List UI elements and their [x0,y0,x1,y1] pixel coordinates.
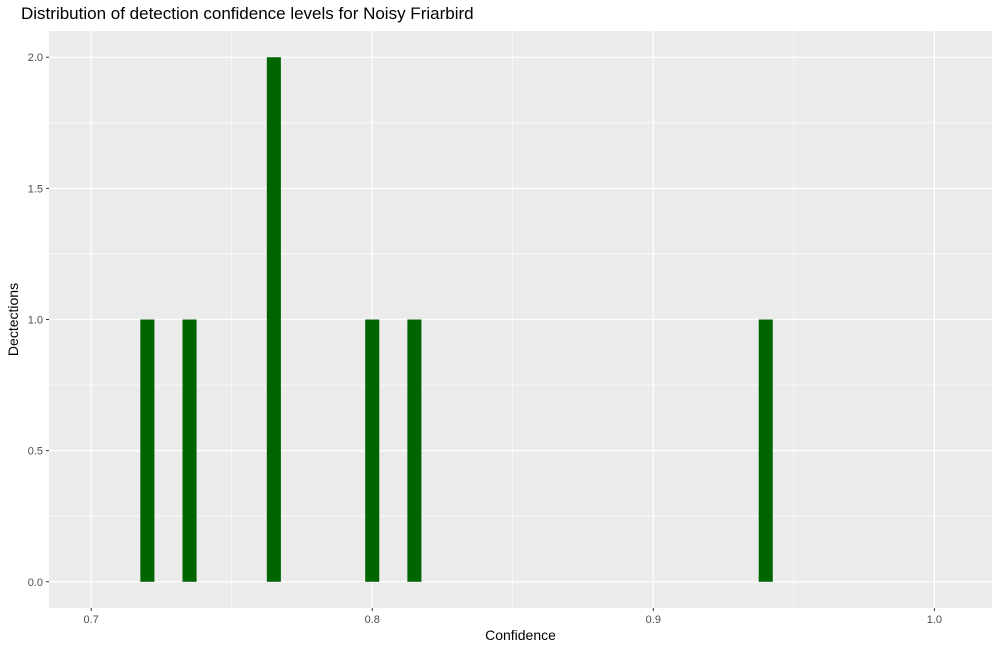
histogram-bar [365,319,380,582]
histogram-bar [266,57,281,582]
bars [140,57,773,582]
x-tick-label: 0.9 [646,614,661,626]
y-tick-label: 1.0 [28,315,43,327]
y-tick-label: 2.0 [28,52,43,64]
x-axis-title: Confidence [485,627,556,643]
x-tick-label: 0.8 [365,614,380,626]
y-axis: 0.0 0.5 1.0 1.5 2.0 [28,52,49,589]
y-axis-title: Dectections [5,283,21,356]
chart-title: Distribution of detection confidence lev… [21,4,474,23]
x-tick-label: 0.7 [84,614,99,626]
y-tick-label: 0.0 [28,577,43,589]
histogram-bar [758,319,773,582]
y-tick-label: 0.5 [28,446,43,458]
x-axis: 0.7 0.8 0.9 1.0 [84,608,942,626]
histogram-bar [140,319,155,582]
histogram-bar [182,319,197,582]
x-tick-label: 1.0 [927,614,942,626]
y-tick-label: 1.5 [28,183,43,195]
histogram-bar [407,319,422,582]
